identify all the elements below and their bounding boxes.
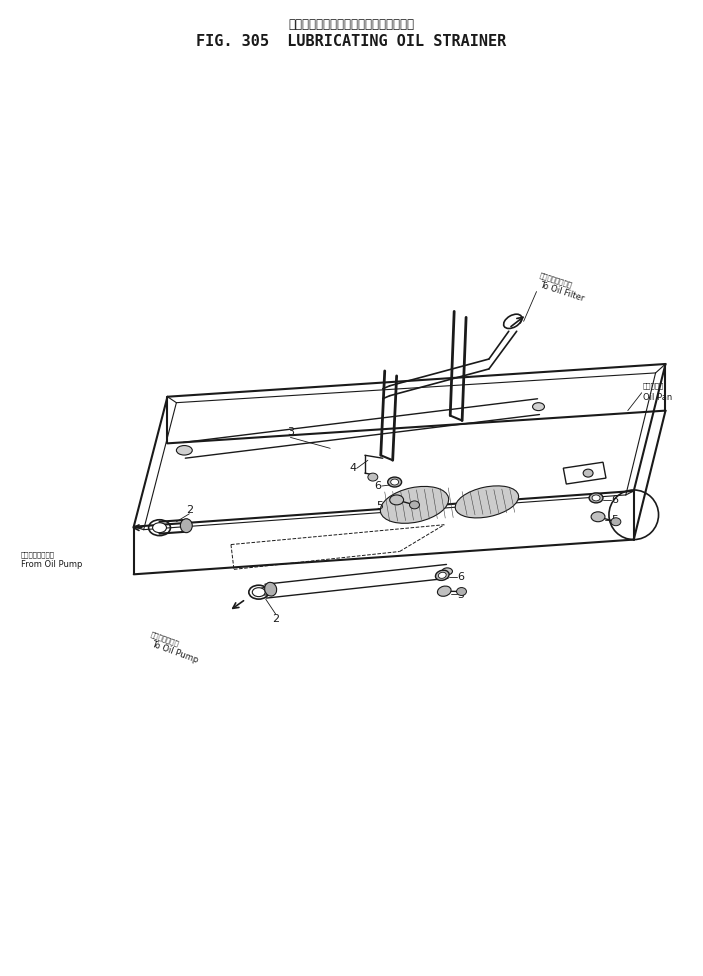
Ellipse shape: [264, 583, 277, 596]
Ellipse shape: [391, 479, 399, 485]
Ellipse shape: [456, 486, 519, 518]
Ellipse shape: [181, 519, 192, 533]
Text: オイルポンプへ: オイルポンプへ: [150, 630, 180, 647]
Ellipse shape: [439, 572, 446, 579]
Text: 5: 5: [376, 501, 383, 510]
Polygon shape: [563, 463, 606, 484]
Text: オイルポンプから: オイルポンプから: [20, 551, 55, 557]
Text: 6: 6: [458, 572, 465, 583]
Ellipse shape: [388, 477, 401, 487]
Ellipse shape: [592, 495, 600, 501]
Text: To Oil Pump: To Oil Pump: [150, 639, 199, 665]
Text: FIG. 305  LUBRICATING OIL STRAINER: FIG. 305 LUBRICATING OIL STRAINER: [196, 33, 506, 49]
Ellipse shape: [252, 588, 265, 596]
Ellipse shape: [533, 403, 544, 411]
Text: 6: 6: [612, 495, 619, 505]
Ellipse shape: [589, 493, 603, 503]
Ellipse shape: [389, 495, 404, 505]
Text: 5: 5: [612, 514, 619, 525]
Ellipse shape: [380, 486, 449, 523]
Text: To Oil Filter: To Oil Filter: [538, 280, 586, 303]
Text: 6: 6: [374, 481, 381, 491]
Text: オイルフィルタへ: オイルフィルタへ: [538, 271, 573, 288]
Text: 3: 3: [287, 427, 294, 437]
Ellipse shape: [153, 523, 167, 533]
Ellipse shape: [611, 517, 621, 526]
Ellipse shape: [437, 586, 451, 596]
Text: From Oil Pump: From Oil Pump: [20, 560, 82, 569]
Text: Oil Pan: Oil Pan: [643, 393, 672, 402]
Ellipse shape: [176, 445, 192, 455]
Text: 2: 2: [272, 614, 279, 624]
Text: ルーブリケーティングオイルストレーナ: ルーブリケーティングオイルストレーナ: [288, 18, 414, 31]
Text: オイルパン: オイルパン: [643, 383, 664, 389]
Ellipse shape: [503, 314, 522, 329]
Ellipse shape: [583, 469, 593, 477]
Ellipse shape: [591, 511, 605, 522]
Text: 4: 4: [349, 464, 356, 473]
Ellipse shape: [410, 501, 420, 508]
Ellipse shape: [435, 570, 449, 581]
Text: 5: 5: [458, 590, 465, 600]
Ellipse shape: [259, 588, 273, 595]
Ellipse shape: [456, 588, 467, 595]
Text: 2: 2: [186, 505, 193, 514]
Ellipse shape: [442, 568, 453, 575]
Ellipse shape: [368, 473, 378, 481]
